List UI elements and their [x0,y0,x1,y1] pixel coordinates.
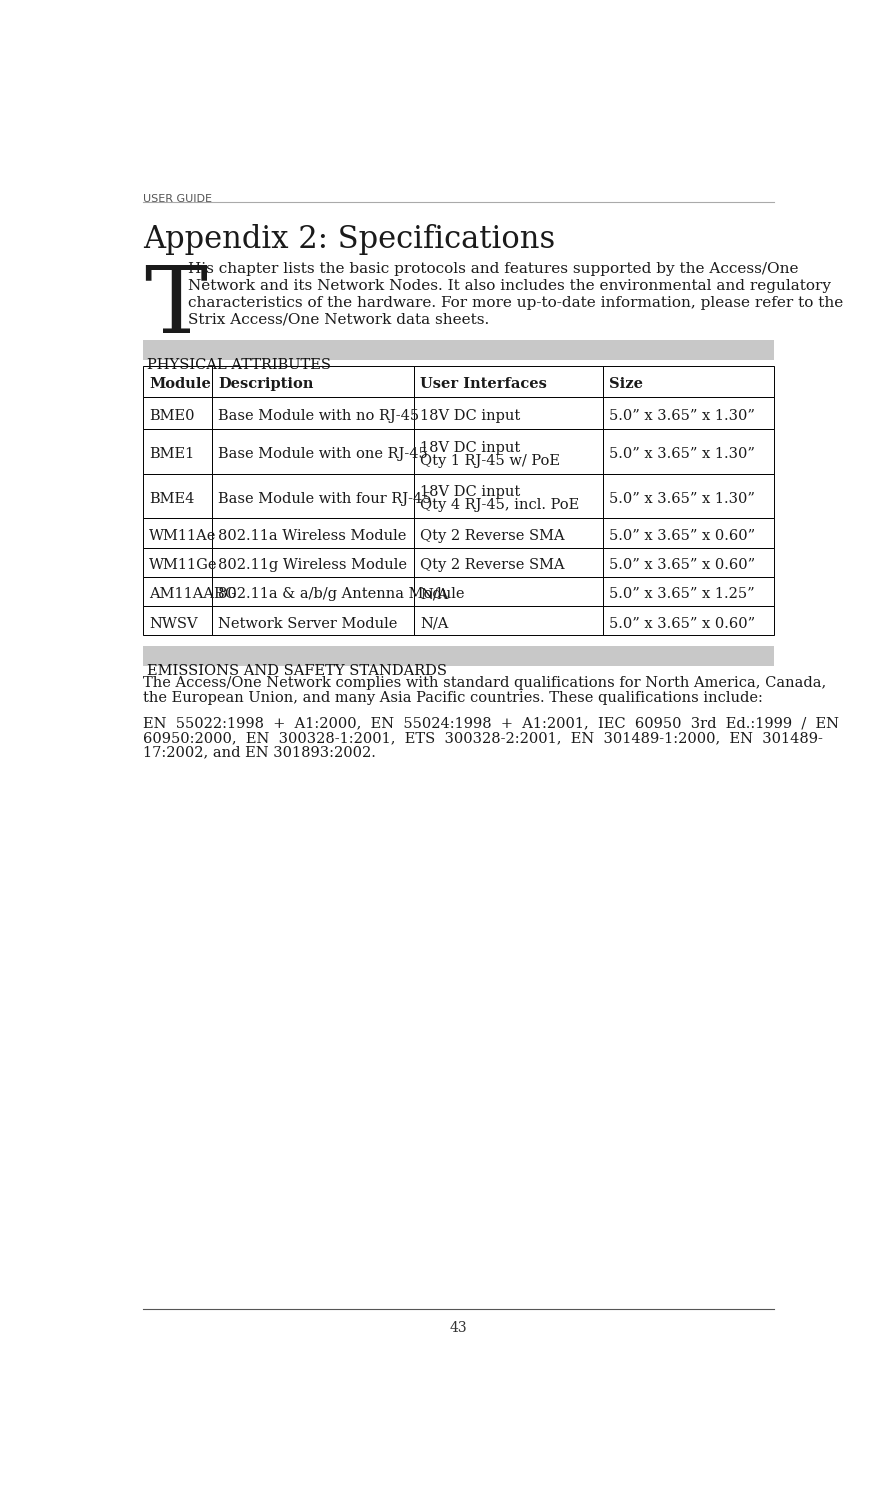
Bar [603,365,773,397]
Text: Module: Module [149,377,211,391]
Bar [603,430,773,473]
Text: 5.0” x 3.65” x 0.60”: 5.0” x 3.65” x 0.60” [610,558,755,572]
Bar [212,548,414,576]
Bar [143,647,773,666]
Text: PHYSICAL ATTRIBUTES: PHYSICAL ATTRIBUTES [147,358,331,371]
Text: Qty 4 RJ-45, incl. PoE: Qty 4 RJ-45, incl. PoE [420,499,579,512]
Bar [212,576,414,606]
Bar [414,430,603,473]
Text: Base Module with four RJ-45: Base Module with four RJ-45 [218,493,432,506]
Text: 5.0” x 3.65” x 0.60”: 5.0” x 3.65” x 0.60” [610,528,755,543]
Text: Network and its Network Nodes. It also includes the environmental and regulatory: Network and its Network Nodes. It also i… [188,278,831,293]
Bar [414,365,603,397]
Bar [143,430,212,473]
Bar [212,397,414,430]
Text: 5.0” x 3.65” x 1.25”: 5.0” x 3.65” x 1.25” [610,587,755,602]
Text: 802.11a & a/b/g Antenna Module: 802.11a & a/b/g Antenna Module [218,587,465,602]
Bar [143,473,212,518]
Text: 5.0” x 3.65” x 1.30”: 5.0” x 3.65” x 1.30” [610,448,755,461]
Text: Base Module with one RJ-45: Base Module with one RJ-45 [218,448,428,461]
Text: 802.11g Wireless Module: 802.11g Wireless Module [218,558,408,572]
Bar [414,473,603,518]
Text: His chapter lists the basic protocols and features supported by the Access/One: His chapter lists the basic protocols an… [188,262,798,275]
Bar [143,397,212,430]
Text: Description: Description [218,377,314,391]
Text: Network Server Module: Network Server Module [218,617,398,630]
Bar [414,518,603,548]
Bar [143,365,212,397]
Bar [212,473,414,518]
Bar [212,518,414,548]
Text: Qty 2 Reverse SMA: Qty 2 Reverse SMA [420,558,565,572]
Text: 18V DC input: 18V DC input [420,409,520,422]
Bar [143,518,212,548]
Text: T: T [144,262,207,352]
Text: User Interfaces: User Interfaces [420,377,547,391]
Bar [212,606,414,636]
Text: 43: 43 [450,1320,467,1335]
Text: characteristics of the hardware. For more up-to-date information, please refer t: characteristics of the hardware. For mor… [188,296,843,310]
Bar [603,397,773,430]
Text: 18V DC input: 18V DC input [420,440,520,455]
Bar [603,473,773,518]
Bar [414,606,603,636]
Text: WM11Ge: WM11Ge [149,558,217,572]
Text: Strix Access/One Network data sheets.: Strix Access/One Network data sheets. [188,313,489,326]
Text: 5.0” x 3.65” x 1.30”: 5.0” x 3.65” x 1.30” [610,493,755,506]
Text: Base Module with no RJ-45: Base Module with no RJ-45 [218,409,419,422]
Bar [143,340,773,359]
Text: Size: Size [610,377,644,391]
Text: AM11AABG: AM11AABG [149,587,237,602]
Bar [414,576,603,606]
Bar [143,606,212,636]
Text: 17:2002, and EN 301893:2002.: 17:2002, and EN 301893:2002. [143,746,375,759]
Text: BME4: BME4 [149,493,194,506]
Text: WM11Ae: WM11Ae [149,528,216,543]
Bar [603,576,773,606]
Text: 5.0” x 3.65” x 0.60”: 5.0” x 3.65” x 0.60” [610,617,755,630]
Text: N/A: N/A [420,617,449,630]
Text: Qty 2 Reverse SMA: Qty 2 Reverse SMA [420,528,565,543]
Text: BME0: BME0 [149,409,195,422]
Text: the European Union, and many Asia Pacific countries. These qualifications includ: the European Union, and many Asia Pacifi… [143,692,763,705]
Text: The Access/One Network complies with standard qualifications for North America, : The Access/One Network complies with sta… [143,677,826,690]
Text: NWSV: NWSV [149,617,198,630]
Bar [143,576,212,606]
Bar [414,548,603,576]
Bar [212,365,414,397]
Text: EMISSIONS AND SAFETY STANDARDS: EMISSIONS AND SAFETY STANDARDS [147,665,447,678]
Bar [603,518,773,548]
Bar [414,397,603,430]
Text: N/A: N/A [420,587,449,602]
Text: 18V DC input: 18V DC input [420,485,520,500]
Text: Qty 1 RJ-45 w/ PoE: Qty 1 RJ-45 w/ PoE [420,454,561,467]
Text: 5.0” x 3.65” x 1.30”: 5.0” x 3.65” x 1.30” [610,409,755,422]
Text: 802.11a Wireless Module: 802.11a Wireless Module [218,528,407,543]
Text: USER GUIDE: USER GUIDE [143,195,212,204]
Text: 60950:2000,  EN  300328-1:2001,  ETS  300328-2:2001,  EN  301489-1:2000,  EN  30: 60950:2000, EN 300328-1:2001, ETS 300328… [143,731,822,746]
Text: BME1: BME1 [149,448,194,461]
Bar [603,548,773,576]
Bar [212,430,414,473]
Text: EN  55022:1998  +  A1:2000,  EN  55024:1998  +  A1:2001,  IEC  60950  3rd  Ed.:1: EN 55022:1998 + A1:2000, EN 55024:1998 +… [143,717,839,731]
Bar [603,606,773,636]
Text: Appendix 2: Specifications: Appendix 2: Specifications [143,223,555,254]
Bar [143,548,212,576]
